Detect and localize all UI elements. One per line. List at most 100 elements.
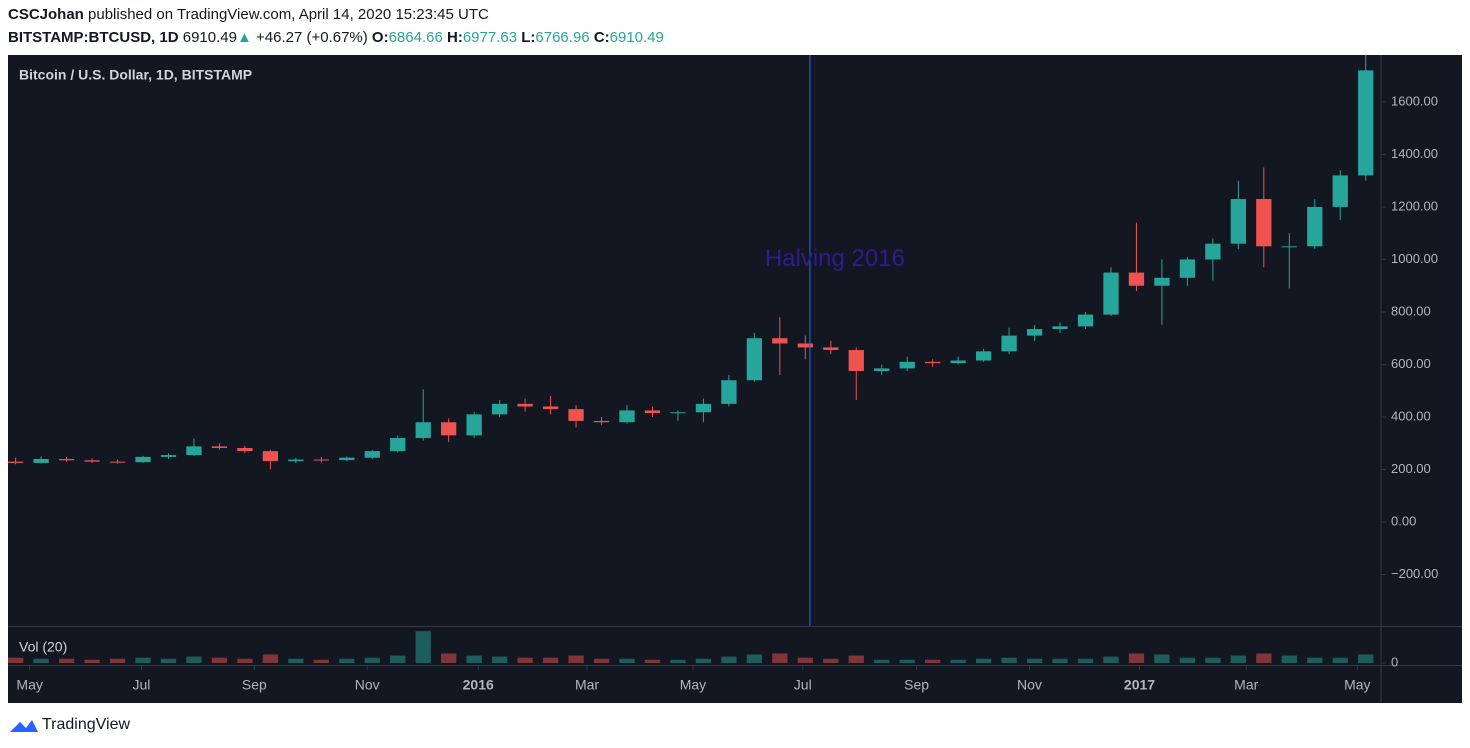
candle-body — [1001, 335, 1017, 352]
volume-bar — [542, 657, 559, 663]
volume-bar — [135, 657, 151, 663]
candle-body — [1205, 243, 1221, 260]
volume-bar — [491, 656, 508, 663]
chart-title: Bitcoin / U.S. Dollar, 1D, BITSTAMP — [19, 67, 252, 83]
candle-body — [797, 343, 813, 348]
volume-bar — [1001, 657, 1017, 663]
volume-bar — [1358, 654, 1374, 663]
volume-bar — [517, 657, 533, 663]
h: 6977.63 — [462, 29, 518, 46]
y-tick-label: 400.00 — [1391, 408, 1431, 423]
candle-body — [33, 459, 49, 463]
author: CSCJohan — [8, 6, 84, 23]
candle-body — [364, 451, 380, 458]
candle-body — [619, 410, 635, 423]
y-tick-label: 0.00 — [1391, 513, 1416, 528]
candle-body — [1332, 175, 1348, 207]
volume-bar — [1077, 658, 1094, 663]
candle-body — [313, 459, 329, 461]
change: +46.27 (+0.67%) — [256, 29, 368, 46]
volume-bar — [1103, 656, 1119, 663]
volume-title: Vol (20) — [19, 639, 67, 655]
x-tick-label: Nov — [355, 677, 380, 693]
volume-bar — [339, 658, 355, 663]
volume-bar — [746, 654, 763, 663]
candle-body — [925, 361, 941, 364]
volume-bar — [288, 658, 304, 663]
x-tick-label: Nov — [1017, 677, 1042, 693]
volume-bar — [1154, 654, 1170, 663]
x-tick-label: Sep — [242, 677, 267, 693]
candle-body — [1230, 199, 1246, 244]
volume-bar — [619, 658, 635, 663]
volume-bar — [695, 658, 712, 663]
annotation-text: Halving 2016 — [765, 245, 905, 272]
brand: TradingView — [42, 716, 130, 733]
candle-body — [1077, 314, 1094, 327]
candle-body — [1154, 277, 1170, 286]
candle-body — [390, 437, 406, 452]
candle-body — [441, 422, 457, 436]
x-tick-label: 2017 — [1124, 677, 1155, 693]
volume-bar — [568, 655, 584, 663]
candle-body — [670, 412, 686, 414]
o-label: O: — [371, 29, 389, 46]
volume-bar — [925, 659, 941, 663]
volume-bar — [797, 657, 813, 663]
y-tick-label: 1400.00 — [1391, 146, 1438, 161]
candle-body — [1281, 246, 1297, 248]
published: published on TradingView.com, April 14, … — [88, 6, 489, 23]
y-tick-label: 1200.00 — [1391, 198, 1438, 213]
candle-body — [721, 380, 737, 404]
candle-body — [848, 350, 864, 372]
volume-bar — [441, 653, 457, 663]
x-tick-label: 2016 — [463, 677, 494, 693]
volume-bar — [364, 657, 380, 663]
header-line-2: BITSTAMP:BTCUSD, 1D 6910.49▲ +46.27 (+0.… — [8, 29, 664, 46]
candle-body — [58, 459, 75, 461]
volume-bar — [823, 658, 839, 663]
candle-body — [84, 460, 100, 462]
volume-bar — [593, 658, 610, 663]
volume-bar — [1230, 655, 1246, 663]
candle-body — [186, 446, 202, 456]
volume-bar — [721, 656, 737, 663]
x-tick-label: Sep — [904, 677, 929, 693]
x-tick-label: May — [680, 677, 706, 693]
volume-bar — [33, 658, 49, 663]
volume-bar — [1026, 658, 1043, 663]
volume-bar — [644, 659, 661, 663]
volume-bar — [1307, 657, 1323, 663]
volume-bar — [211, 657, 228, 663]
candle-body — [1307, 206, 1323, 247]
logo — [10, 720, 38, 732]
candle-body — [1026, 329, 1043, 336]
y-tick-label: −200.00 — [1391, 566, 1438, 581]
c: 6910.49 — [609, 29, 664, 46]
volume-bar — [313, 659, 329, 663]
volume-bar — [262, 654, 279, 663]
h-label: H: — [447, 29, 463, 46]
volume-bar — [160, 658, 177, 663]
chart-bg — [8, 55, 1462, 703]
volume-bar — [975, 658, 992, 663]
symbol: BITSTAMP:BTCUSD, 1D — [8, 29, 179, 46]
candle-body — [644, 410, 661, 414]
candle-body — [1256, 199, 1272, 247]
volume-bar — [950, 659, 966, 663]
volume-bar — [1128, 653, 1145, 663]
x-tick-label: Mar — [575, 677, 599, 693]
x-tick-label: May — [1344, 677, 1370, 693]
volume-bar — [848, 655, 864, 663]
candle-body — [1358, 70, 1374, 176]
y-tick-label: 200.00 — [1391, 461, 1431, 476]
candle-body — [466, 414, 482, 436]
volume-bar — [466, 655, 482, 663]
candle-body — [211, 446, 228, 448]
last: 6910.49 — [182, 29, 237, 46]
volume-tick-label: 0 — [1391, 654, 1398, 669]
volume-bar — [109, 658, 126, 663]
candle-body — [491, 403, 508, 415]
volume-bar — [1179, 657, 1196, 663]
